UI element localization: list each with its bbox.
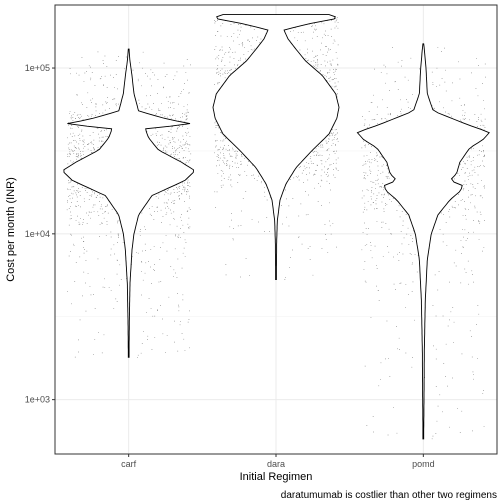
y-tick-label: 1e+05 [25, 63, 50, 73]
x-tick-label-pomd: pomd [412, 459, 435, 469]
y-tick-label: 1e+04 [25, 229, 50, 239]
x-axis-ticks: carf dara pomd [121, 454, 435, 469]
violin-dara [212, 14, 340, 281]
y-axis-ticks: 1e+03 1e+04 1e+05 [25, 63, 55, 405]
violin-pomd [356, 43, 490, 440]
violins [63, 14, 490, 440]
x-tick-label-carf: carf [121, 459, 137, 469]
chart-caption: daratumumab is costlier than other two r… [281, 490, 497, 501]
x-axis-label: Initial Regimen [240, 471, 313, 483]
x-tick-label-dara: dara [267, 459, 285, 469]
y-tick-label: 1e+03 [25, 395, 50, 405]
y-axis-label: Cost per month (INR) [5, 177, 17, 282]
violin-carf [63, 48, 194, 358]
